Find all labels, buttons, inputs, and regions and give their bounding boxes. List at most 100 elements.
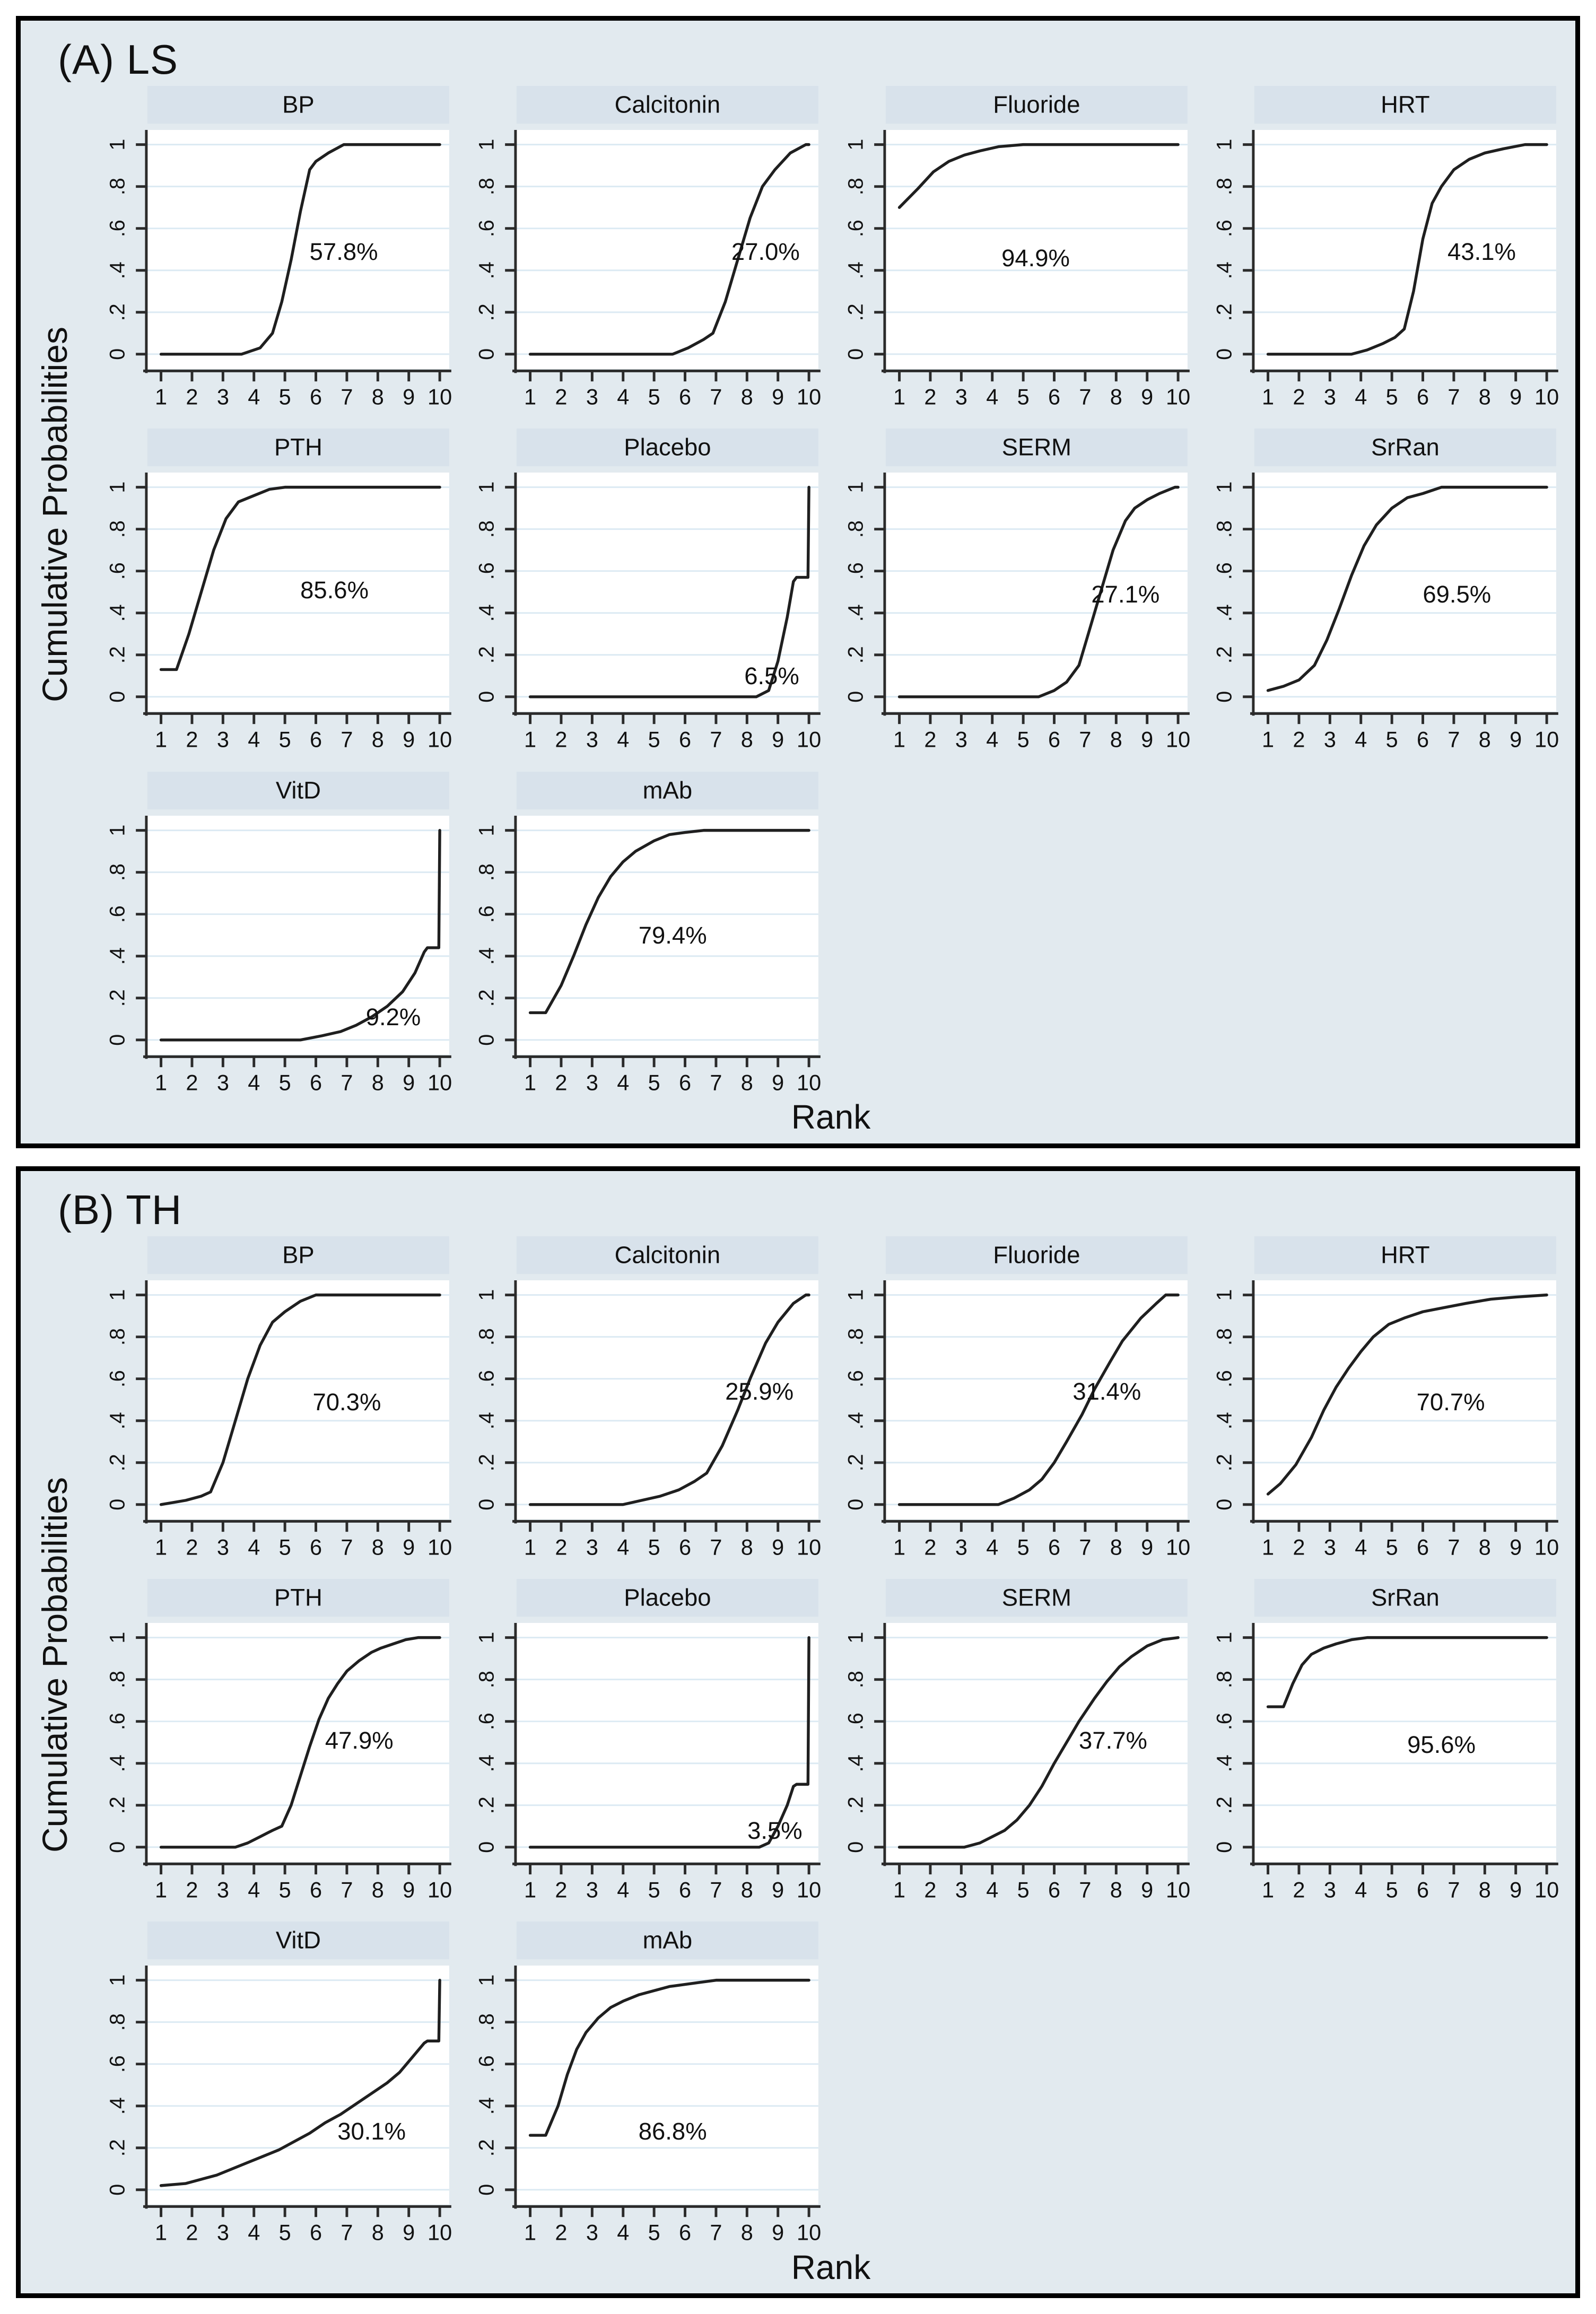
x-tick-label: 5 <box>648 727 660 752</box>
y-tick-label: 0 <box>844 691 867 703</box>
subplot-SERM: SERM 0.2.4.6.8 1 1 2 3 4 5 6 7 8 9 10 27.1% <box>838 429 1194 753</box>
x-tick-label: 5 <box>1386 727 1398 752</box>
y-tick-label: 1 <box>106 482 129 493</box>
cumulative-curve <box>1267 1636 1549 1708</box>
plot-area <box>516 1966 818 2205</box>
plot-area <box>516 1280 818 1519</box>
y-tick-label: .2 <box>106 303 129 321</box>
y-tick-label: 1 <box>844 1632 867 1644</box>
subplot-title: VitD <box>276 1927 321 1954</box>
y-tick-label: 1 <box>475 825 498 836</box>
x-tick-label: 3 <box>586 1070 598 1095</box>
x-tick-label: 1 <box>524 385 536 409</box>
subplot-title: mAb <box>642 776 692 804</box>
x-tick-label: 8 <box>741 385 753 409</box>
sucra-label: 70.7% <box>1417 1388 1485 1415</box>
y-tick-label: .2 <box>106 1454 129 1471</box>
x-tick-label: 3 <box>217 727 229 752</box>
x-tick-label: 4 <box>1355 385 1367 409</box>
x-tick-label: 3 <box>955 727 967 752</box>
x-tick-label: 3 <box>217 1534 229 1559</box>
x-tick-label: 9 <box>403 385 415 409</box>
x-tick-label: 2 <box>555 2220 567 2245</box>
x-tick-label: 5 <box>1017 1534 1029 1559</box>
x-tick-label: 9 <box>1141 385 1153 409</box>
x-tick-label: 3 <box>217 1070 229 1095</box>
x-tick-label: 6 <box>310 1070 322 1095</box>
panel-b-subplot-grid: BP 0.2.4.6.8 1 1 2 3 4 5 6 7 8 9 10 70.3% Calcitonin 0.… <box>99 1236 1563 2247</box>
x-tick-label: 6 <box>1417 385 1429 409</box>
x-tick-label: 3 <box>586 1878 598 1902</box>
x-tick-label: 5 <box>279 1070 291 1095</box>
plot-area <box>516 473 818 712</box>
y-tick-label: 0 <box>844 1841 867 1853</box>
x-tick-label: 5 <box>279 727 291 752</box>
x-tick-label: 5 <box>648 1070 660 1095</box>
y-tick-label: .2 <box>106 1796 129 1814</box>
x-tick-label: 6 <box>1048 1878 1060 1902</box>
sucra-label: 86.8% <box>639 2118 707 2145</box>
subplot-Calcitonin: Calcitonin 0.2.4.6.8 1 1 2 3 4 5 6 7 8 9 10 27.0% <box>468 86 825 411</box>
y-tick-label: 1 <box>475 1632 498 1644</box>
x-tick-label: 7 <box>341 1070 353 1095</box>
y-tick-label: .2 <box>106 647 129 664</box>
subplot-SrRan: SrRan 0.2.4.6.8 1 1 2 3 4 5 6 7 8 9 10 95.6% <box>1206 1578 1563 1903</box>
x-tick-label: 6 <box>310 1878 322 1902</box>
panel-a-xlabel: Rank <box>791 1098 871 1137</box>
y-tick-label: .8 <box>475 178 498 195</box>
x-tick-label: 6 <box>310 385 322 409</box>
sucra-label: 57.8% <box>310 238 378 265</box>
x-tick-label: 8 <box>1479 1878 1491 1902</box>
y-tick-label: .6 <box>106 905 129 923</box>
x-tick-label: 2 <box>1293 385 1305 409</box>
x-tick-label: 4 <box>248 727 260 752</box>
y-tick-label: .8 <box>475 1328 498 1346</box>
y-tick-label: 1 <box>106 1632 129 1644</box>
x-tick-label: 8 <box>741 2220 753 2245</box>
y-tick-label: .4 <box>475 947 498 965</box>
y-tick-label: 0 <box>844 348 867 360</box>
y-tick-label: .4 <box>475 1412 498 1429</box>
x-tick-label: 8 <box>372 1878 384 1902</box>
x-tick-label: 4 <box>617 1534 629 1559</box>
subplot-title-bar <box>885 1578 1188 1617</box>
x-tick-label: 7 <box>710 727 722 752</box>
y-tick-label: 1 <box>475 482 498 493</box>
y-tick-label: .4 <box>1213 1412 1236 1429</box>
x-tick-label: 9 <box>772 385 784 409</box>
y-tick-label: .2 <box>1213 647 1236 664</box>
y-tick-label: .2 <box>844 647 867 664</box>
x-tick-label: 4 <box>986 1534 998 1559</box>
subplot-VitD: VitD 0.2.4.6.8 1 1 2 3 4 5 6 7 8 9 10 30.1% <box>99 1922 456 2246</box>
x-tick-label: 1 <box>524 2220 536 2245</box>
subplot-title: HRT <box>1381 1241 1430 1268</box>
plot-area <box>147 129 449 369</box>
y-tick-label: .8 <box>844 1328 867 1346</box>
y-tick-label: .6 <box>1213 1713 1236 1730</box>
x-tick-label: 3 <box>217 2220 229 2245</box>
x-tick-label: 3 <box>955 1878 967 1902</box>
plot-area <box>147 473 449 712</box>
x-tick-label: 9 <box>1510 1534 1522 1559</box>
x-tick-label: 10 <box>1534 1534 1559 1559</box>
subplot-Calcitonin: Calcitonin 0.2.4.6.8 1 1 2 3 4 5 6 7 8 9 10 25.9% <box>468 1236 825 1561</box>
subplot-BP: BP 0.2.4.6.8 1 1 2 3 4 5 6 7 8 9 10 70.3% <box>99 1236 456 1561</box>
x-tick-label: 10 <box>1166 385 1190 409</box>
y-tick-label: .6 <box>475 905 498 923</box>
x-tick-label: 5 <box>1017 385 1029 409</box>
subplot-title-bar <box>885 1236 1188 1274</box>
x-tick-label: 7 <box>710 2220 722 2245</box>
x-tick-label: 10 <box>797 1070 821 1095</box>
y-tick-label: .4 <box>106 1754 129 1772</box>
y-tick-label: .2 <box>1213 1796 1236 1814</box>
sucra-label: 85.6% <box>300 577 369 604</box>
x-tick-label: 6 <box>1417 1878 1429 1902</box>
y-tick-label: .8 <box>1213 1328 1236 1346</box>
x-tick-label: 5 <box>648 1878 660 1902</box>
y-tick-label: .6 <box>475 1713 498 1730</box>
